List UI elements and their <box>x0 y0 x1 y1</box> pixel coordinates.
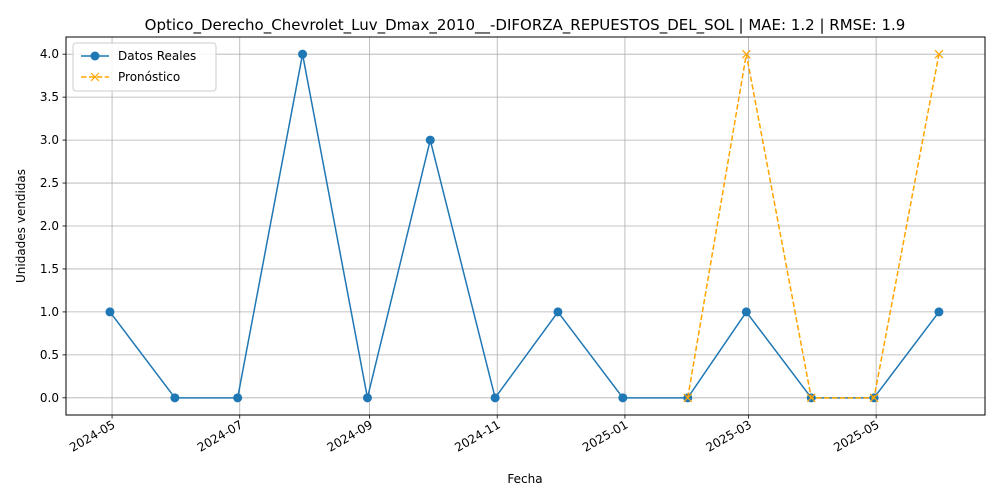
legend-marker-actual <box>90 51 100 61</box>
y-tick-label: 4.0 <box>40 47 59 61</box>
data-point-actual <box>298 49 308 59</box>
y-tick-label: 1.5 <box>40 262 59 276</box>
data-point-actual <box>233 393 243 403</box>
y-tick-label: 3.5 <box>40 90 59 104</box>
data-point-actual <box>105 307 115 317</box>
data-point-forecast <box>869 393 879 403</box>
series-layer <box>105 49 944 403</box>
x-axis-label: Fecha <box>507 472 542 486</box>
data-point-forecast <box>806 393 816 403</box>
grid-lines <box>66 37 985 415</box>
y-axis-label: Unidades vendidas <box>14 169 28 283</box>
data-point-actual <box>170 393 180 403</box>
legend-marker-forecast <box>90 72 100 82</box>
data-point-actual <box>553 307 563 317</box>
y-tick-label: 0.5 <box>40 348 59 362</box>
series-line-actual <box>109 53 940 399</box>
data-point-actual <box>490 393 500 403</box>
legend-box <box>72 42 217 92</box>
data-point-actual <box>741 307 751 317</box>
data-point-forecast <box>741 49 751 59</box>
y-tick-label: 2.5 <box>40 176 59 190</box>
data-point-actual <box>618 393 628 403</box>
y-tick-label: 3.0 <box>40 133 59 147</box>
data-point-actual <box>362 393 372 403</box>
legend: Datos Reales Pronóstico <box>72 42 217 92</box>
data-point-actual <box>934 307 944 317</box>
data-point-forecast <box>683 393 693 403</box>
data-point-forecast <box>934 49 944 59</box>
y-tick-label: 1.0 <box>40 305 59 319</box>
y-tick-label: 2.0 <box>40 219 59 233</box>
chart-title: Optico_Derecho_Chevrolet_Luv_Dmax_2010__… <box>145 16 906 35</box>
y-axis: 0.0 0.5 1.0 1.5 2.0 2.5 3.0 3.5 4.0 <box>40 47 66 405</box>
data-point-actual <box>425 135 435 145</box>
legend-label-actual: Datos Reales <box>118 49 196 63</box>
legend-label-forecast: Pronóstico <box>118 70 180 84</box>
y-tick-label: 0.0 <box>40 391 59 405</box>
